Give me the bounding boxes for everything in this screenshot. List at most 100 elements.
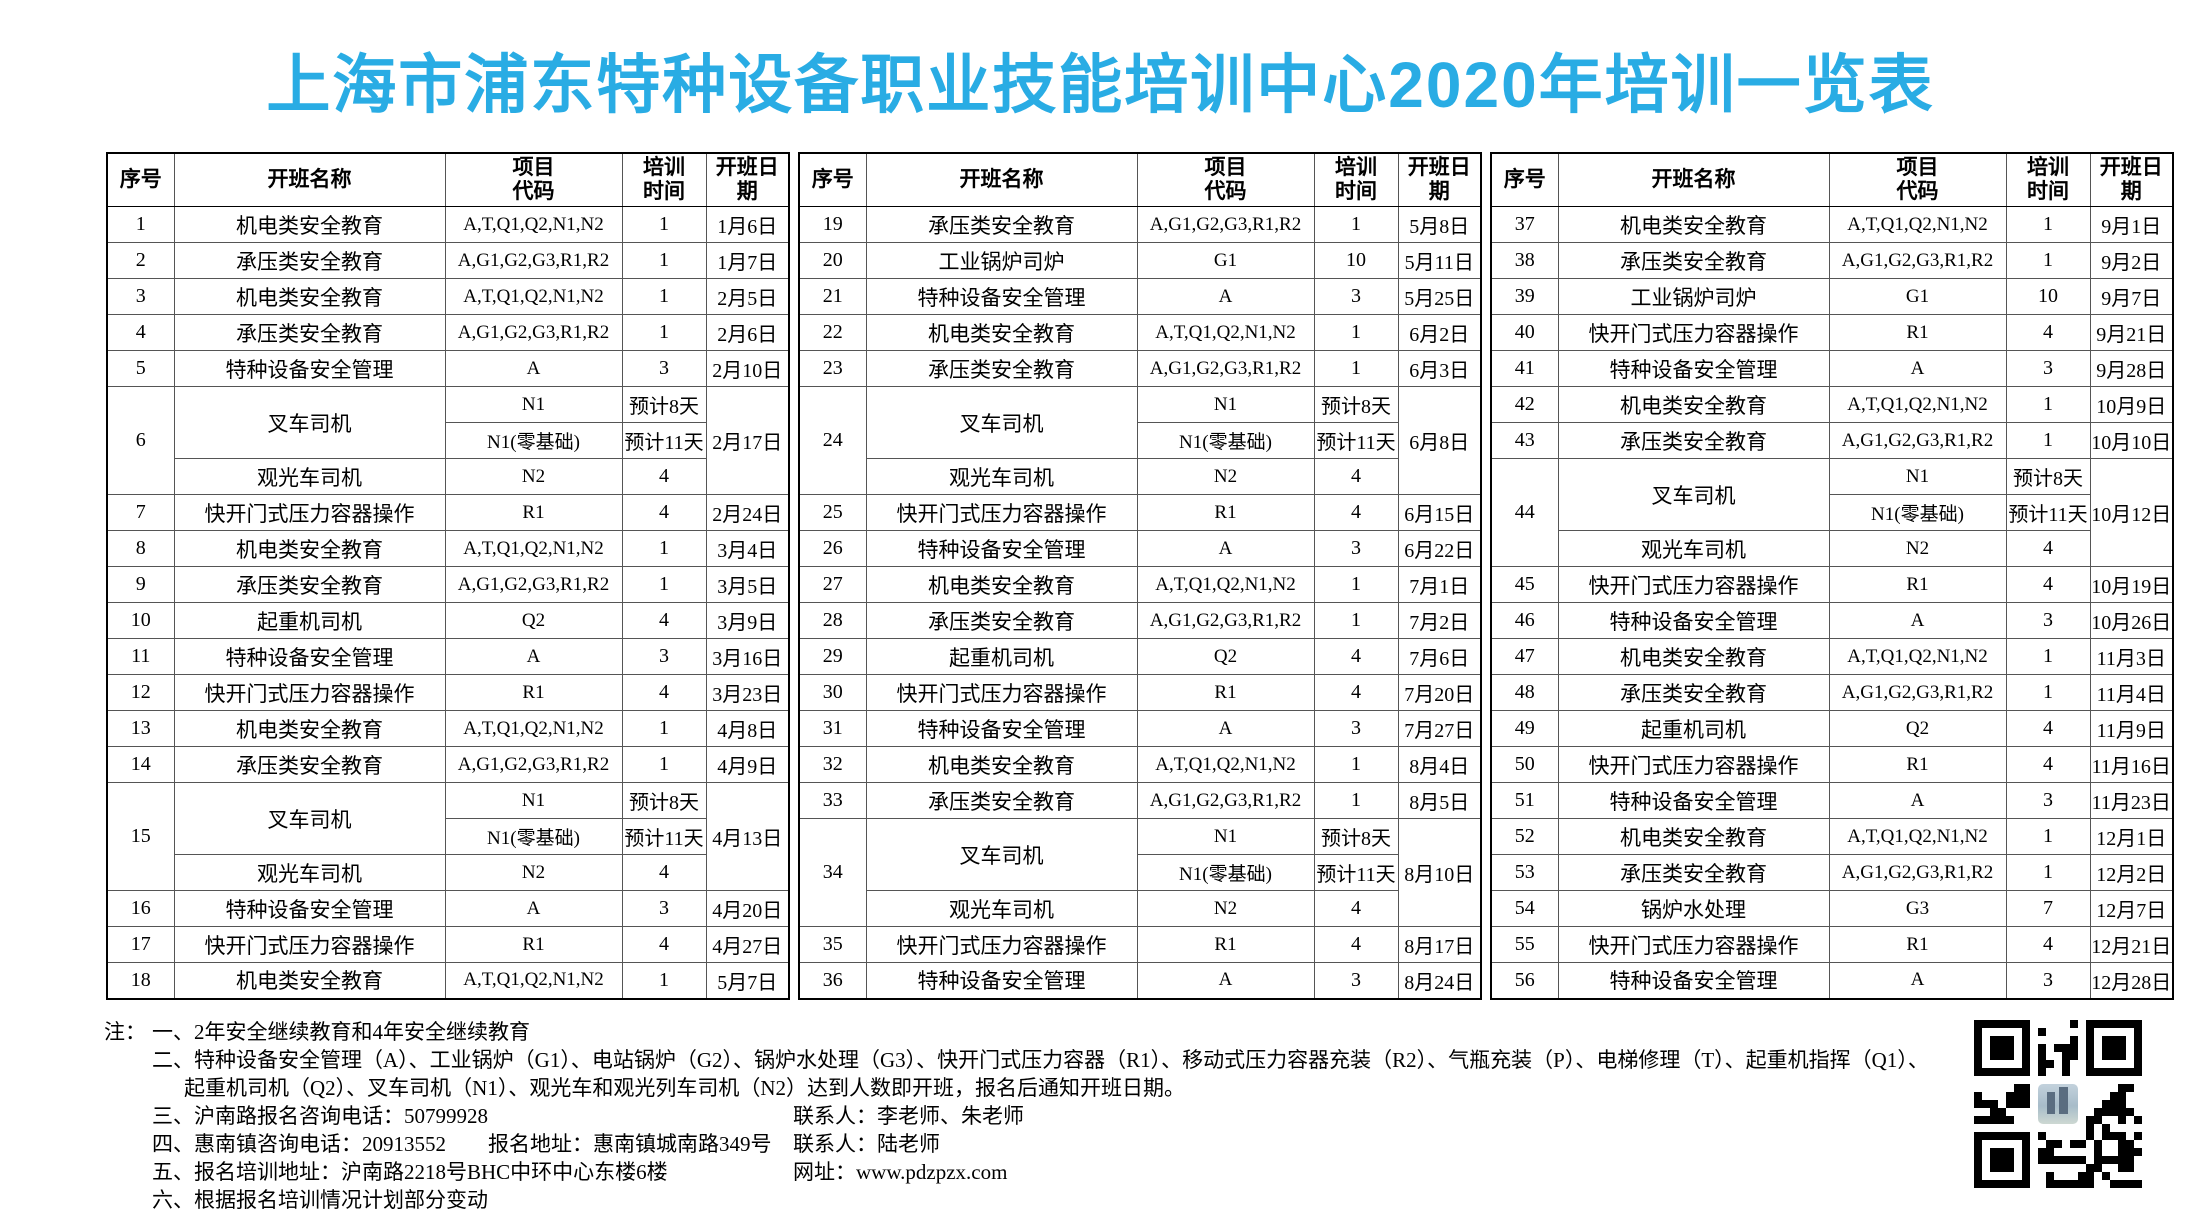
qr-module bbox=[2022, 1084, 2030, 1092]
cell-training-time: 1 bbox=[2005, 674, 2091, 711]
cell-class-name: 叉车司机 bbox=[173, 782, 446, 855]
cell-class-name: 承压类安全教育 bbox=[865, 350, 1138, 387]
cell-training-time: 1 bbox=[2005, 206, 2091, 243]
cell-class-name: 承压类安全教育 bbox=[173, 314, 446, 351]
cell-class-name: 叉车司机 bbox=[865, 386, 1138, 459]
qr-module bbox=[2006, 1092, 2014, 1100]
cell-start-date: 3月4日 bbox=[705, 530, 790, 567]
column-header: 开班日期 bbox=[2089, 152, 2174, 207]
table-row: 36 特种设备安全管理 A 3 8月24日 bbox=[798, 962, 1482, 999]
cell-training-time: 4 bbox=[2005, 566, 2091, 603]
cell-class-name: 观光车司机 bbox=[1557, 530, 1830, 567]
cell-training-time: 4 bbox=[2005, 710, 2091, 747]
table-row: 4 承压类安全教育 A,G1,G2,G3,R1,R2 1 2月6日 bbox=[106, 314, 790, 351]
cell-training-time: 1 bbox=[1313, 314, 1399, 351]
cell-project-code: R1 bbox=[444, 494, 623, 531]
column-header: 序号 bbox=[1490, 152, 1559, 207]
cell-serial: 34 bbox=[798, 818, 867, 927]
cell-class-name: 特种设备安全管理 bbox=[865, 278, 1138, 315]
qr-module bbox=[1990, 1108, 1998, 1116]
cell-class-name: 快开门式压力容器操作 bbox=[173, 674, 446, 711]
cell-training-time: 1 bbox=[2005, 638, 2091, 675]
qr-module bbox=[2038, 1060, 2046, 1068]
cell-start-date: 3月5日 bbox=[705, 566, 790, 603]
cell-start-date: 2月10日 bbox=[705, 350, 790, 387]
qr-module bbox=[2062, 1156, 2070, 1164]
cell-class-name: 机电类安全教育 bbox=[865, 746, 1138, 783]
cell-start-date: 3月16日 bbox=[705, 638, 790, 675]
cell-training-time: 4 bbox=[2005, 926, 2091, 963]
qr-module bbox=[2102, 1124, 2110, 1132]
cell-serial: 22 bbox=[798, 314, 867, 351]
cell-class-name: 机电类安全教育 bbox=[173, 206, 446, 243]
table-row: 观光车司机 N2 4 bbox=[107, 854, 789, 891]
cell-class-name: 观光车司机 bbox=[173, 458, 446, 495]
table-row: 35 快开门式压力容器操作 R1 4 8月17日 bbox=[798, 926, 1482, 963]
qr-module bbox=[2094, 1108, 2102, 1116]
note-line-6: 六、根据报名培训情况计划部分变动 bbox=[104, 1186, 1929, 1214]
qr-module bbox=[2126, 1148, 2134, 1156]
cell-training-time: 预计11天 bbox=[1313, 422, 1399, 459]
cell-training-time: 3 bbox=[621, 350, 707, 387]
qr-module bbox=[2014, 1100, 2022, 1108]
cell-class-name: 快开门式压力容器操作 bbox=[173, 494, 446, 531]
cell-start-date: 1月7日 bbox=[705, 242, 790, 279]
cell-class-name: 起重机司机 bbox=[173, 602, 446, 639]
cell-start-date: 4月13日 bbox=[705, 782, 790, 891]
table-row: 48 承压类安全教育 A,G1,G2,G3,R1,R2 1 11月4日 bbox=[1490, 674, 2174, 711]
column-header: 开班名称 bbox=[865, 152, 1138, 207]
cell-start-date: 10月10日 bbox=[2089, 422, 2174, 459]
registration-address: 报名地址：惠南镇城南路349号 bbox=[488, 1132, 772, 1156]
table-row: 26 特种设备安全管理 A 3 6月22日 bbox=[798, 530, 1482, 567]
cell-class-name: 机电类安全教育 bbox=[865, 566, 1138, 603]
table-row: 观光车司机 N2 4 bbox=[107, 458, 789, 495]
cell-serial: 15 bbox=[106, 782, 175, 891]
qr-module bbox=[2070, 1020, 2078, 1028]
qr-module bbox=[2110, 1100, 2118, 1108]
cell-training-time: 预计8天 bbox=[621, 782, 707, 819]
table-row: 39 工业锅炉司炉 G1 10 9月7日 bbox=[1490, 278, 2174, 315]
qr-module bbox=[1974, 1116, 1982, 1124]
cell-class-name: 机电类安全教育 bbox=[1557, 818, 1830, 855]
cell-start-date: 5月8日 bbox=[1397, 206, 1482, 243]
cell-start-date: 10月12日 bbox=[2089, 458, 2174, 567]
note-line-4: 四、惠南镇咨询电话：20913552 报名地址：惠南镇城南路349号 联系人：陆… bbox=[104, 1130, 1929, 1158]
qr-module bbox=[2054, 1140, 2062, 1148]
cell-class-name: 机电类安全教育 bbox=[1557, 638, 1830, 675]
column-header: 培训 时间 bbox=[621, 152, 707, 207]
column-header: 项目 代码 bbox=[1136, 152, 1315, 207]
table-row: N1(零基础) 预计11天 bbox=[799, 422, 1481, 459]
qr-module bbox=[2062, 1068, 2070, 1076]
qr-module bbox=[2038, 1156, 2046, 1164]
cell-project-code: N1 bbox=[1828, 458, 2007, 495]
cell-serial: 44 bbox=[1490, 458, 1559, 567]
cell-project-code: G3 bbox=[1828, 890, 2007, 927]
qr-module bbox=[2118, 1100, 2126, 1108]
cell-class-name: 快开门式压力容器操作 bbox=[1557, 566, 1830, 603]
cell-class-name: 特种设备安全管理 bbox=[1557, 962, 1830, 999]
cell-project-code: A,G1,G2,G3,R1,R2 bbox=[444, 566, 623, 603]
qr-module bbox=[2046, 1148, 2054, 1156]
cell-project-code: A,T,Q1,Q2,N1,N2 bbox=[444, 530, 623, 567]
table-row: 52 机电类安全教育 A,T,Q1,Q2,N1,N2 1 12月1日 bbox=[1490, 818, 2174, 855]
qr-module bbox=[2022, 1100, 2030, 1108]
cell-training-time: 3 bbox=[1313, 278, 1399, 315]
qr-module bbox=[2110, 1132, 2118, 1140]
cell-project-code: A,G1,G2,G3,R1,R2 bbox=[1828, 422, 2007, 459]
cell-training-time: 1 bbox=[2005, 854, 2091, 891]
cell-training-time: 4 bbox=[2005, 746, 2091, 783]
cell-class-name: 工业锅炉司炉 bbox=[1557, 278, 1830, 315]
cell-class-name: 机电类安全教育 bbox=[173, 278, 446, 315]
table-row: N1(零基础) 预计11天 bbox=[1491, 494, 2173, 531]
cell-class-name: 观光车司机 bbox=[173, 854, 446, 891]
table-row: 观光车司机 N2 4 bbox=[1491, 530, 2173, 567]
cell-serial: 53 bbox=[1490, 854, 1559, 891]
qr-module bbox=[2110, 1092, 2118, 1100]
cell-serial: 13 bbox=[106, 710, 175, 747]
qr-module bbox=[2102, 1100, 2110, 1108]
cell-project-code: N1(零基础) bbox=[444, 422, 623, 459]
cell-project-code: R1 bbox=[1828, 314, 2007, 351]
cell-serial: 36 bbox=[798, 962, 867, 999]
cell-training-time: 预计8天 bbox=[621, 386, 707, 423]
contact-person: 联系人：李老师、朱老师 bbox=[793, 1104, 1024, 1128]
